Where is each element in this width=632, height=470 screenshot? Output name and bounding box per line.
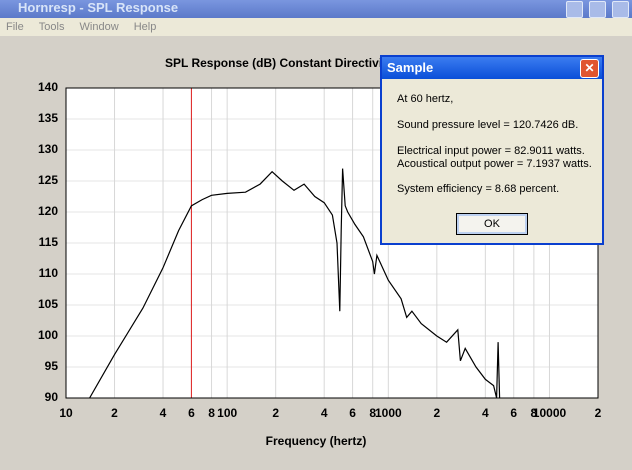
dialog-title: Sample (387, 60, 434, 75)
x-tick-label: 2 (595, 406, 602, 420)
dialog-text: System efficiency = 8.68 percent. (397, 183, 560, 195)
minimize-button[interactable] (566, 1, 583, 18)
menu-item[interactable]: File (6, 21, 24, 33)
chart-title: SPL Response (dB) Constant Directivity (165, 56, 393, 70)
dialog-text: At 60 hertz, (397, 93, 454, 105)
dialog-close[interactable]: ✕ (580, 59, 599, 78)
y-tick-label: 135 (38, 111, 58, 125)
dialog-text: Electrical input power = 82.9011 watts. (397, 145, 585, 157)
x-tick-label: 4 (321, 406, 328, 420)
title-bar: Hornresp - SPL Response (0, 0, 632, 18)
x-tick-label: 2 (433, 406, 440, 420)
window-title: Hornresp - SPL Response (18, 0, 179, 15)
y-tick-label: 125 (38, 173, 58, 187)
menu-item[interactable]: Window (79, 21, 119, 33)
y-tick-label: 100 (38, 328, 58, 342)
x-tick-label: 1000 (375, 406, 402, 420)
close-button[interactable] (612, 1, 629, 18)
menu-item[interactable]: Help (133, 21, 157, 33)
dialog-text: Acoustical output power = 7.1937 watts. (397, 158, 592, 170)
dialog-text: Sound pressure level = 120.7426 dB. (397, 119, 579, 131)
y-tick-label: 120 (38, 204, 58, 218)
menu-bar: File Tools Window Help (0, 18, 632, 36)
x-tick-label: 8 (369, 406, 376, 420)
x-tick-label: 10 (59, 406, 73, 420)
x-tick-label: 8 (531, 406, 538, 420)
maximize-button[interactable] (589, 1, 606, 18)
y-tick-label: 90 (45, 390, 59, 404)
spl-line (89, 168, 501, 398)
x-axis-label: Frequency (hertz) (266, 434, 367, 448)
x-tick-label: 6 (349, 406, 356, 420)
y-tick-label: 115 (39, 235, 59, 249)
x-tick-label: 6 (510, 406, 517, 420)
x-tick-label: 2 (111, 406, 118, 420)
y-tick-label: 140 (38, 80, 58, 94)
x-tick-label: 6 (188, 406, 195, 420)
x-tick-label: 4 (160, 406, 167, 420)
menu-item[interactable]: Tools (38, 21, 65, 33)
ok-button[interactable]: OK (456, 213, 528, 235)
y-tick-label: 105 (38, 297, 58, 311)
x-tick-label: 8 (208, 406, 215, 420)
x-tick-label: 100 (217, 406, 237, 420)
y-tick-label: 95 (45, 359, 59, 373)
chart: SPL Response (dB) Constant Directivity 2… (38, 56, 602, 448)
y-tick-label: 130 (38, 142, 58, 156)
x-tick-label: 10000 (533, 406, 567, 420)
dialog: Sample ✕ At 60 hertz, Sound pressure leve… (380, 55, 604, 245)
y-tick-label: 110 (39, 266, 59, 280)
dialog-title-bar: Sample ✕ (382, 57, 602, 79)
x-tick-label: 4 (482, 406, 489, 420)
x-tick-label: 2 (272, 406, 279, 420)
